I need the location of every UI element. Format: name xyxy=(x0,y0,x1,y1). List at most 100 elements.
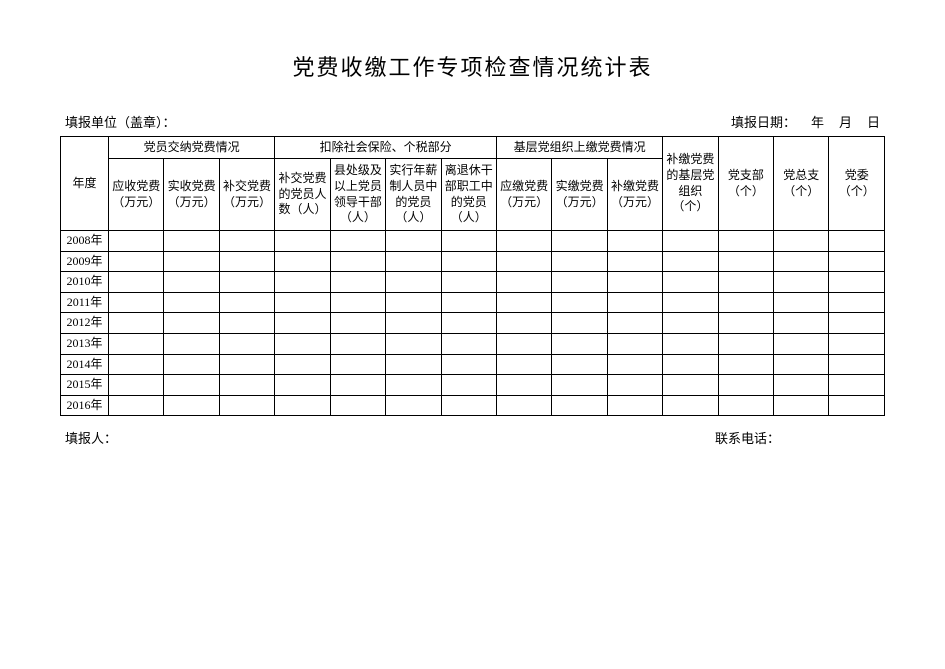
data-cell xyxy=(219,292,274,313)
header-group2: 扣除社会保险、个税部分 xyxy=(275,137,497,159)
header-col3: 补交党费（万元） xyxy=(219,159,274,231)
data-cell xyxy=(441,395,496,416)
data-cell xyxy=(607,292,662,313)
data-cell xyxy=(718,272,773,293)
data-cell xyxy=(774,272,829,293)
data-cell xyxy=(386,251,441,272)
data-cell xyxy=(164,333,219,354)
year-cell: 2013年 xyxy=(61,333,109,354)
data-cell xyxy=(109,354,164,375)
year-cell: 2009年 xyxy=(61,251,109,272)
data-cell xyxy=(164,395,219,416)
data-cell xyxy=(829,292,885,313)
data-cell xyxy=(219,231,274,252)
data-cell xyxy=(386,231,441,252)
header-group1: 党员交纳党费情况 xyxy=(109,137,275,159)
data-cell xyxy=(386,395,441,416)
data-cell xyxy=(275,395,330,416)
data-cell xyxy=(607,375,662,396)
data-cell xyxy=(275,292,330,313)
data-cell xyxy=(164,231,219,252)
data-cell xyxy=(275,231,330,252)
data-cell xyxy=(552,251,607,272)
data-cell xyxy=(441,251,496,272)
data-cell xyxy=(552,292,607,313)
data-cell xyxy=(496,292,551,313)
data-cell xyxy=(330,272,385,293)
data-cell xyxy=(109,251,164,272)
data-cell xyxy=(330,395,385,416)
data-cell xyxy=(219,375,274,396)
data-cell xyxy=(663,395,718,416)
header-col13: 党总支（个） xyxy=(774,137,829,231)
data-cell xyxy=(774,395,829,416)
data-cell xyxy=(109,375,164,396)
table-row: 2008年 xyxy=(61,231,885,252)
data-cell xyxy=(774,375,829,396)
data-cell xyxy=(552,375,607,396)
data-cell xyxy=(219,251,274,272)
data-cell xyxy=(330,333,385,354)
header-col12: 党支部（个） xyxy=(718,137,773,231)
data-cell xyxy=(829,395,885,416)
data-cell xyxy=(219,333,274,354)
data-cell xyxy=(663,231,718,252)
data-cell xyxy=(552,272,607,293)
data-cell xyxy=(164,313,219,334)
data-cell xyxy=(663,251,718,272)
data-cell xyxy=(275,354,330,375)
data-cell xyxy=(330,251,385,272)
meta-row: 填报单位（盖章）： 填报日期： 年 月 日 xyxy=(60,112,885,131)
data-cell xyxy=(441,272,496,293)
data-cell xyxy=(718,313,773,334)
table-row: 2012年 xyxy=(61,313,885,334)
data-cell xyxy=(552,354,607,375)
phone-label: 联系电话： xyxy=(715,428,780,447)
year-cell: 2016年 xyxy=(61,395,109,416)
data-cell xyxy=(109,333,164,354)
reporter-label: 填报人： xyxy=(65,428,117,447)
data-cell xyxy=(219,395,274,416)
table-row: 2016年 xyxy=(61,395,885,416)
data-cell xyxy=(441,375,496,396)
header-col10: 补缴党费（万元） xyxy=(607,159,662,231)
data-cell xyxy=(109,292,164,313)
data-cell xyxy=(718,231,773,252)
data-cell xyxy=(164,272,219,293)
data-cell xyxy=(718,333,773,354)
data-cell xyxy=(330,375,385,396)
data-cell xyxy=(386,272,441,293)
data-cell xyxy=(663,292,718,313)
data-cell xyxy=(663,375,718,396)
data-cell xyxy=(330,313,385,334)
data-cell xyxy=(441,231,496,252)
data-cell xyxy=(386,333,441,354)
data-cell xyxy=(774,231,829,252)
year-cell: 2008年 xyxy=(61,231,109,252)
data-cell xyxy=(718,251,773,272)
data-cell xyxy=(718,354,773,375)
table-row: 2010年 xyxy=(61,272,885,293)
data-cell xyxy=(829,231,885,252)
data-cell xyxy=(164,375,219,396)
header-col8: 应缴党费（万元） xyxy=(496,159,551,231)
data-cell xyxy=(219,354,274,375)
data-cell xyxy=(386,354,441,375)
data-cell xyxy=(496,272,551,293)
data-cell xyxy=(552,395,607,416)
date-label: 填报日期： xyxy=(731,112,796,131)
data-cell xyxy=(330,354,385,375)
data-cell xyxy=(109,231,164,252)
data-cell xyxy=(663,354,718,375)
data-cell xyxy=(496,333,551,354)
header-col7: 离退休干部职工中的党员（人） xyxy=(441,159,496,231)
data-cell xyxy=(386,292,441,313)
table-row: 2014年 xyxy=(61,354,885,375)
date-year: 年 xyxy=(811,112,824,131)
data-cell xyxy=(164,292,219,313)
data-cell xyxy=(330,292,385,313)
table-row: 2013年 xyxy=(61,333,885,354)
data-cell xyxy=(219,272,274,293)
data-cell xyxy=(386,375,441,396)
data-cell xyxy=(109,313,164,334)
